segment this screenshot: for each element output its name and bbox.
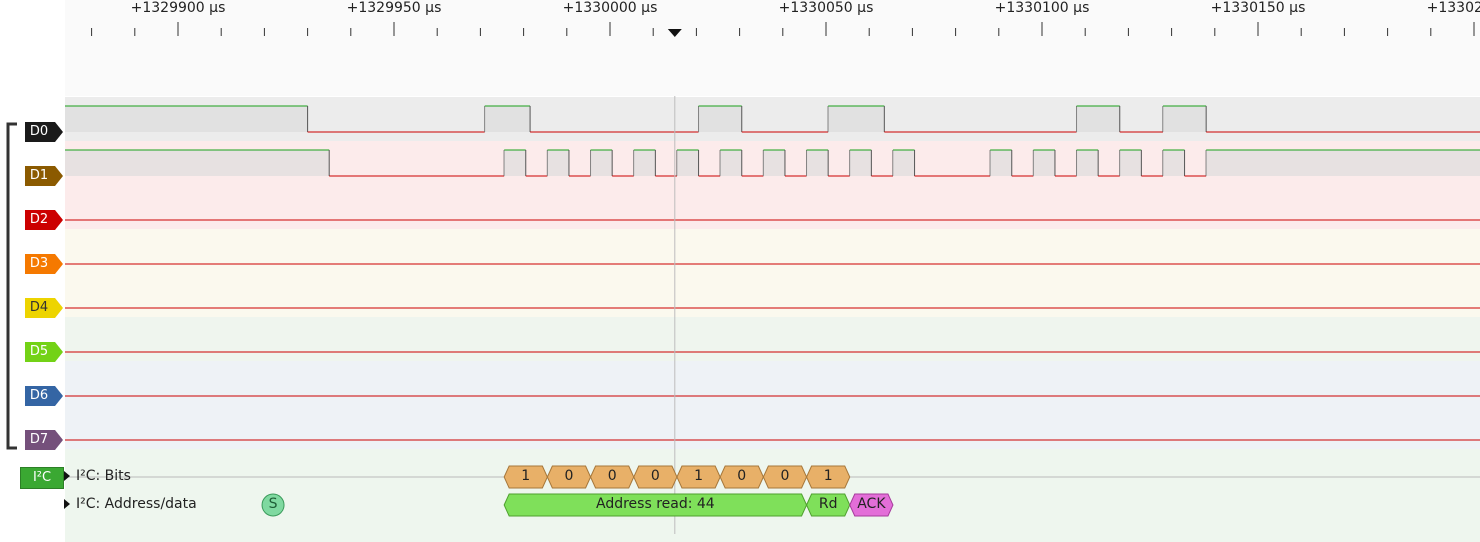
decoder-row-label: I²C: Address/data: [76, 496, 197, 512]
high-fill: [547, 150, 569, 176]
high-fill: [763, 150, 785, 176]
high-fill: [65, 106, 308, 132]
high-fill: [892, 150, 915, 176]
annotation-text: 1: [823, 468, 833, 484]
channel-name: D5: [29, 344, 49, 359]
ruler-tick-label: +1330150 µs: [1210, 0, 1306, 16]
decoder-badge-i2c[interactable]: I²C: [20, 467, 64, 489]
channel-tag-shape: [25, 122, 63, 142]
high-fill: [1033, 150, 1055, 176]
channel-tag-fill: [25, 430, 63, 450]
annotation-text: 0: [650, 468, 660, 484]
channel-group-bracket[interactable]: [0, 0, 20, 542]
annotation-text: 0: [564, 468, 574, 484]
annotation-text: ACK: [857, 496, 886, 512]
annotation-text: Address read: 44: [596, 496, 715, 512]
annotation-text: 0: [737, 468, 747, 484]
high-fill: [990, 150, 1012, 176]
high-fill: [828, 106, 885, 132]
channel-tag-shape: [25, 254, 63, 274]
expand-triangle-icon[interactable]: [64, 499, 70, 509]
channel-tag-fill: [25, 342, 63, 362]
trace-d1: [65, 149, 1480, 177]
high-fill: [590, 150, 613, 176]
channel-name: D3: [29, 256, 49, 271]
channel-name: D2: [29, 212, 49, 227]
decoder-row-title[interactable]: I²C: Bits: [64, 468, 131, 484]
channel-name: D6: [29, 388, 49, 403]
channel-tag-shape: [25, 342, 63, 362]
high-fill: [1119, 150, 1142, 176]
ruler-tick-label: +1330100 µs: [994, 0, 1090, 16]
annotation-text: 0: [780, 468, 790, 484]
bracket-line: [6, 122, 17, 450]
channel-row-d2: [65, 185, 1480, 229]
high-fill: [484, 106, 531, 132]
high-fill: [849, 150, 872, 176]
channel-labels-panel: D0 D1 D2 D3 D4 D5 D6 D7 I²C: [0, 0, 65, 542]
high-fill: [698, 106, 742, 132]
trace-d0: [65, 105, 1480, 133]
channel-row-d4: [65, 273, 1480, 317]
high-fill: [1162, 106, 1207, 132]
high-fill: [504, 150, 526, 176]
channel-tag-shape: [25, 210, 63, 230]
channel-row-d7: [65, 405, 1480, 449]
expand-triangle-icon[interactable]: [64, 471, 70, 481]
channel-name: D1: [29, 168, 49, 183]
channel-tag-fill: [25, 166, 63, 186]
ruler-tick-label: +1330050 µs: [778, 0, 874, 16]
channel-name: D4: [29, 300, 49, 315]
decoder-row-label: I²C: Bits: [76, 468, 131, 484]
high-fill: [65, 150, 330, 176]
channel-row-d3: [65, 229, 1480, 273]
high-fill: [1206, 150, 1480, 176]
ruler-tick-label: +1329950 µs: [346, 0, 442, 16]
channel-tag-fill: [25, 298, 63, 318]
annotation-block[interactable]: [849, 493, 894, 517]
annotation-block[interactable]: [806, 465, 851, 489]
channel-tag-shape: [25, 430, 63, 450]
channel-row-d6: [65, 361, 1480, 405]
channel-tag-shape: [25, 166, 63, 186]
annotation-start[interactable]: [261, 493, 285, 517]
ruler-tick-label: +1329900 µs: [130, 0, 226, 16]
channel-tag-fill: [25, 122, 63, 142]
channel-row-d5: [65, 317, 1480, 361]
channel-tag-fill: [25, 254, 63, 274]
high-fill: [676, 150, 699, 176]
channel-tag-shape: [25, 386, 63, 406]
high-fill: [806, 150, 829, 176]
high-fill: [1076, 106, 1120, 132]
ruler-tick-label: +1330200 µs: [1426, 0, 1480, 16]
high-fill: [633, 150, 656, 176]
high-fill: [1162, 150, 1185, 176]
annotation-text: 1: [521, 468, 531, 484]
high-fill: [720, 150, 742, 176]
channel-tag-fill: [25, 386, 63, 406]
cursor-marker-icon[interactable]: [667, 29, 682, 37]
annotation-text: 0: [607, 468, 617, 484]
ruler-ticks: [91, 22, 1475, 36]
channel-name: D7: [29, 432, 49, 447]
annotation-text: Rd: [818, 496, 838, 512]
channel-name: D0: [29, 124, 49, 139]
channel-tag-fill: [25, 210, 63, 230]
time-ruler[interactable]: +1329900 µs +1329950 µs +1330000 µs +133005…: [65, 0, 1480, 96]
channel-tag-shape: [25, 298, 63, 318]
annotation-text: 1: [694, 468, 704, 484]
ruler-tick-label: +1330000 µs: [562, 0, 658, 16]
high-fill: [1076, 150, 1099, 176]
annotation-text: S: [268, 496, 278, 512]
decoder-row-title[interactable]: I²C: Address/data: [64, 496, 197, 512]
